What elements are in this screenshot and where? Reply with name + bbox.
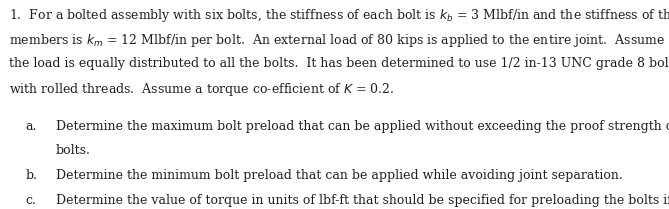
Text: b.: b. <box>25 169 37 182</box>
Text: the load is equally distributed to all the bolts.  It has been determined to use: the load is equally distributed to all t… <box>9 57 669 70</box>
Text: Determine the maximum bolt preload that can be applied without exceeding the pro: Determine the maximum bolt preload that … <box>56 120 669 133</box>
Text: bolts.: bolts. <box>56 144 90 157</box>
Text: Determine the value of torque in units of lbf-ft that should be specified for pr: Determine the value of torque in units o… <box>56 194 669 206</box>
Text: c.: c. <box>25 194 36 206</box>
Text: 1.  For a bolted assembly with six bolts, the stiffness of each bolt is $k_b$ = : 1. For a bolted assembly with six bolts,… <box>9 7 669 24</box>
Text: members is $k_m$ = 12 Mlbf/in per bolt.  An external load of 80 kips is applied : members is $k_m$ = 12 Mlbf/in per bolt. … <box>9 32 665 49</box>
Text: a.: a. <box>25 120 37 133</box>
Text: with rolled threads.  Assume a torque co-efficient of $K$ = 0.2.: with rolled threads. Assume a torque co-… <box>9 81 394 98</box>
Text: Determine the minimum bolt preload that can be applied while avoiding joint sepa: Determine the minimum bolt preload that … <box>56 169 622 182</box>
